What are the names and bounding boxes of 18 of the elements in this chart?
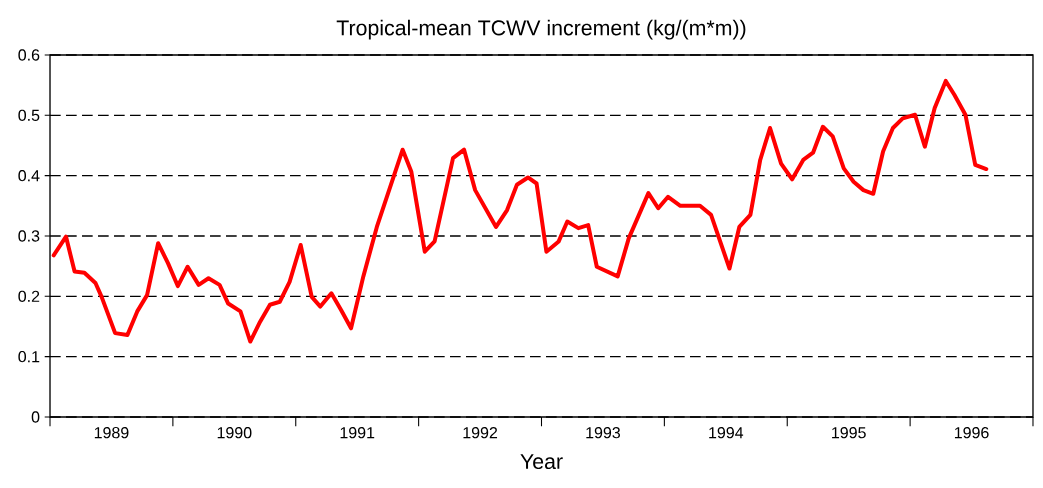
x-tick-label: 1990 (217, 427, 252, 439)
x-tick-label: 1991 (340, 427, 375, 439)
x-tick-label: 1994 (709, 427, 744, 439)
y-tick-label: 0.4 (18, 170, 40, 182)
x-tick-label: 1992 (463, 427, 498, 439)
x-axis-title: Year (520, 454, 563, 470)
y-tick-label: 0.5 (18, 109, 40, 121)
chart-title: Tropical-mean TCWV increment (kg/(m*m)) (336, 19, 746, 40)
x-tick-label: 1996 (954, 427, 989, 439)
y-tick-label: 0.2 (18, 290, 40, 302)
y-tick-label: 0.3 (18, 230, 40, 242)
line-series (51, 78, 989, 344)
x-tick-label: 1993 (586, 427, 621, 439)
x-tick-label: 1995 (832, 427, 866, 439)
y-tick-label: 0 (31, 411, 40, 423)
y-tick-label: 0.1 (18, 350, 40, 363)
x-tick-label: 1989 (94, 427, 129, 439)
y-tick-label: 0.6 (18, 49, 40, 61)
